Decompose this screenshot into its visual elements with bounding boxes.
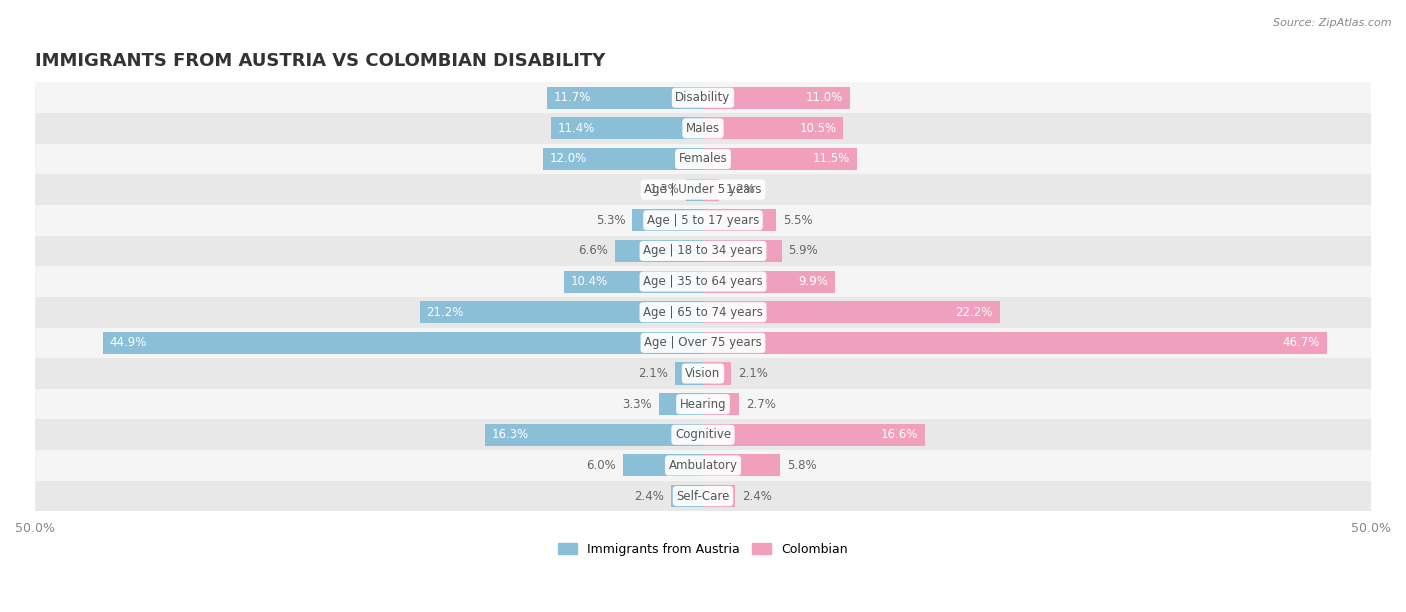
Text: 6.6%: 6.6% bbox=[578, 244, 609, 258]
Text: 9.9%: 9.9% bbox=[799, 275, 828, 288]
Text: Age | 35 to 64 years: Age | 35 to 64 years bbox=[643, 275, 763, 288]
Bar bbox=[675, 362, 703, 384]
Text: Age | 5 to 17 years: Age | 5 to 17 years bbox=[647, 214, 759, 227]
Text: Cognitive: Cognitive bbox=[675, 428, 731, 441]
Text: 2.1%: 2.1% bbox=[738, 367, 768, 380]
Text: 1.3%: 1.3% bbox=[650, 183, 679, 196]
Text: 10.5%: 10.5% bbox=[800, 122, 837, 135]
Text: Source: ZipAtlas.com: Source: ZipAtlas.com bbox=[1274, 18, 1392, 28]
Bar bbox=[35, 205, 1371, 236]
Text: 12.0%: 12.0% bbox=[550, 152, 586, 165]
Text: 3.3%: 3.3% bbox=[623, 398, 652, 411]
Text: 16.6%: 16.6% bbox=[880, 428, 918, 441]
Bar bbox=[35, 358, 1371, 389]
Text: 5.8%: 5.8% bbox=[787, 459, 817, 472]
Bar bbox=[551, 118, 703, 140]
Bar bbox=[35, 419, 1371, 450]
Bar bbox=[703, 454, 780, 477]
Bar bbox=[35, 389, 1371, 419]
Text: Age | Over 75 years: Age | Over 75 years bbox=[644, 337, 762, 349]
Text: Self-Care: Self-Care bbox=[676, 490, 730, 502]
Text: Hearing: Hearing bbox=[679, 398, 727, 411]
Text: 5.3%: 5.3% bbox=[596, 214, 626, 227]
Bar bbox=[547, 87, 703, 109]
Bar bbox=[703, 362, 731, 384]
Bar bbox=[659, 393, 703, 415]
Bar bbox=[703, 240, 782, 262]
Bar bbox=[686, 179, 703, 201]
Text: 11.0%: 11.0% bbox=[806, 91, 844, 104]
Bar bbox=[703, 332, 1327, 354]
Bar bbox=[35, 174, 1371, 205]
Bar bbox=[623, 454, 703, 477]
Bar bbox=[35, 481, 1371, 512]
Text: 1.2%: 1.2% bbox=[725, 183, 755, 196]
Text: 44.9%: 44.9% bbox=[110, 337, 148, 349]
Bar bbox=[564, 271, 703, 293]
Text: 2.4%: 2.4% bbox=[742, 490, 772, 502]
Text: 2.1%: 2.1% bbox=[638, 367, 668, 380]
Text: 2.4%: 2.4% bbox=[634, 490, 664, 502]
Bar bbox=[35, 236, 1371, 266]
Text: 10.4%: 10.4% bbox=[571, 275, 607, 288]
Text: 16.3%: 16.3% bbox=[492, 428, 529, 441]
Bar bbox=[35, 144, 1371, 174]
Bar bbox=[703, 485, 735, 507]
Bar bbox=[703, 301, 1000, 323]
Bar bbox=[420, 301, 703, 323]
Bar bbox=[35, 297, 1371, 327]
Text: 22.2%: 22.2% bbox=[956, 306, 993, 319]
Text: 6.0%: 6.0% bbox=[586, 459, 616, 472]
Text: 2.7%: 2.7% bbox=[745, 398, 776, 411]
Text: 11.7%: 11.7% bbox=[554, 91, 591, 104]
Text: Vision: Vision bbox=[685, 367, 721, 380]
Bar bbox=[35, 113, 1371, 144]
Text: Disability: Disability bbox=[675, 91, 731, 104]
Bar bbox=[103, 332, 703, 354]
Bar bbox=[35, 83, 1371, 113]
Bar bbox=[703, 148, 856, 170]
Bar bbox=[703, 271, 835, 293]
Bar bbox=[614, 240, 703, 262]
Bar bbox=[633, 209, 703, 231]
Text: 21.2%: 21.2% bbox=[426, 306, 464, 319]
Text: Ambulatory: Ambulatory bbox=[668, 459, 738, 472]
Text: 5.5%: 5.5% bbox=[783, 214, 813, 227]
Bar bbox=[671, 485, 703, 507]
Bar bbox=[35, 266, 1371, 297]
Bar bbox=[485, 424, 703, 446]
Text: Females: Females bbox=[679, 152, 727, 165]
Text: 5.9%: 5.9% bbox=[789, 244, 818, 258]
Bar bbox=[703, 393, 740, 415]
Bar bbox=[543, 148, 703, 170]
Text: 46.7%: 46.7% bbox=[1282, 337, 1320, 349]
Text: Age | 18 to 34 years: Age | 18 to 34 years bbox=[643, 244, 763, 258]
Bar bbox=[703, 118, 844, 140]
Text: 11.4%: 11.4% bbox=[557, 122, 595, 135]
Bar bbox=[703, 179, 718, 201]
Bar bbox=[35, 327, 1371, 358]
Text: Age | Under 5 years: Age | Under 5 years bbox=[644, 183, 762, 196]
Bar bbox=[703, 424, 925, 446]
Text: Age | 65 to 74 years: Age | 65 to 74 years bbox=[643, 306, 763, 319]
Text: IMMIGRANTS FROM AUSTRIA VS COLOMBIAN DISABILITY: IMMIGRANTS FROM AUSTRIA VS COLOMBIAN DIS… bbox=[35, 52, 606, 70]
Bar bbox=[703, 87, 851, 109]
Bar bbox=[703, 209, 776, 231]
Text: Males: Males bbox=[686, 122, 720, 135]
Legend: Immigrants from Austria, Colombian: Immigrants from Austria, Colombian bbox=[554, 538, 852, 561]
Bar bbox=[35, 450, 1371, 481]
Text: 11.5%: 11.5% bbox=[813, 152, 851, 165]
